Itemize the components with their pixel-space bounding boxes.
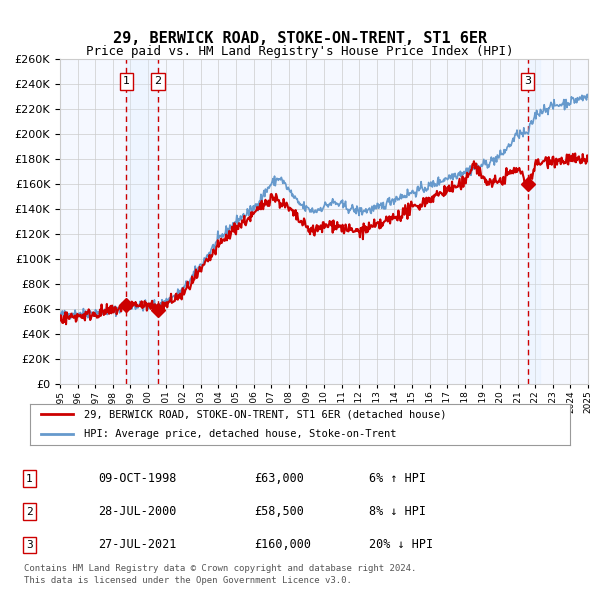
Text: 29, BERWICK ROAD, STOKE-ON-TRENT, ST1 6ER (detached house): 29, BERWICK ROAD, STOKE-ON-TRENT, ST1 6E… <box>84 409 446 419</box>
Text: Contains HM Land Registry data © Crown copyright and database right 2024.: Contains HM Land Registry data © Crown c… <box>24 564 416 573</box>
Text: 1: 1 <box>26 474 32 484</box>
Text: 2: 2 <box>154 77 161 87</box>
Text: Price paid vs. HM Land Registry's House Price Index (HPI): Price paid vs. HM Land Registry's House … <box>86 45 514 58</box>
Text: 27-JUL-2021: 27-JUL-2021 <box>98 538 177 552</box>
Text: 8% ↓ HPI: 8% ↓ HPI <box>369 505 426 518</box>
Text: 29, BERWICK ROAD, STOKE-ON-TRENT, ST1 6ER: 29, BERWICK ROAD, STOKE-ON-TRENT, ST1 6E… <box>113 31 487 46</box>
Text: 28-JUL-2000: 28-JUL-2000 <box>98 505 177 518</box>
Text: 2: 2 <box>26 507 32 517</box>
Text: This data is licensed under the Open Government Licence v3.0.: This data is licensed under the Open Gov… <box>24 576 352 585</box>
Text: 09-OCT-1998: 09-OCT-1998 <box>98 472 177 485</box>
Text: £63,000: £63,000 <box>254 472 304 485</box>
Text: 20% ↓ HPI: 20% ↓ HPI <box>369 538 433 552</box>
Text: 3: 3 <box>26 540 32 550</box>
Text: 3: 3 <box>524 77 531 87</box>
Text: HPI: Average price, detached house, Stoke-on-Trent: HPI: Average price, detached house, Stok… <box>84 429 397 439</box>
Bar <box>127 59 158 384</box>
Text: £58,500: £58,500 <box>254 505 304 518</box>
Text: £160,000: £160,000 <box>254 538 311 552</box>
Bar <box>527 59 540 384</box>
Text: 1: 1 <box>123 77 130 87</box>
Text: 6% ↑ HPI: 6% ↑ HPI <box>369 472 426 485</box>
